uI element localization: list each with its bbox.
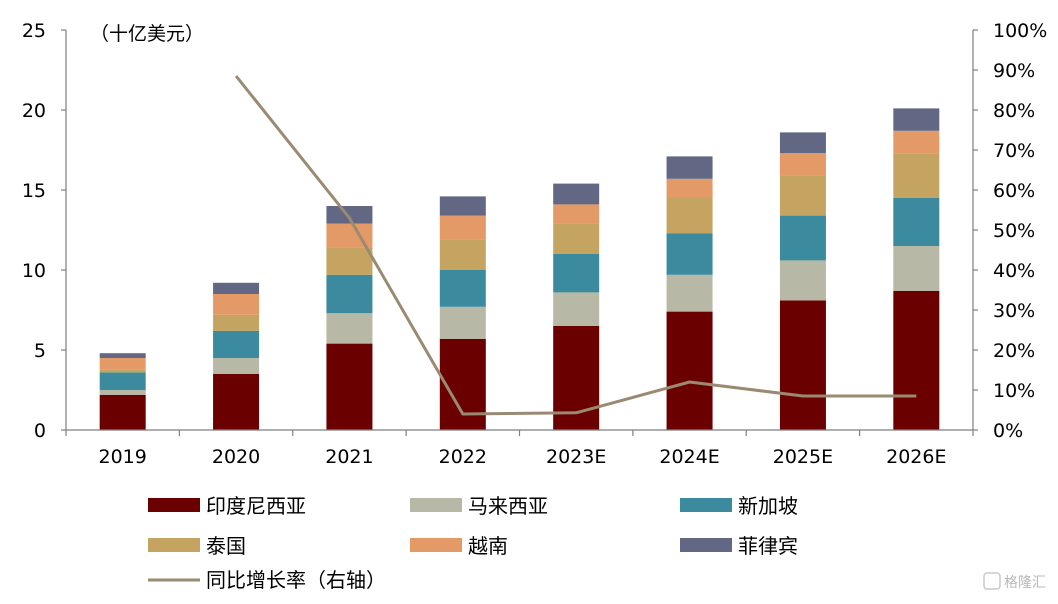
legend-swatch-0 bbox=[148, 498, 200, 512]
bar-segment-2019-4 bbox=[99, 358, 146, 370]
bar-segment-2022-1 bbox=[439, 306, 486, 339]
x-tick-label: 2023E bbox=[546, 446, 606, 468]
bar-segment-2026E-4 bbox=[893, 130, 940, 154]
growth-rate-line bbox=[234, 75, 917, 416]
legend-label-growth: 同比增长率（右轴） bbox=[206, 568, 386, 592]
bar-segment-2026E-1 bbox=[893, 246, 940, 291]
x-tick-label: 2020 bbox=[212, 446, 260, 468]
bar-segment-2019-0 bbox=[99, 394, 146, 430]
right-tick-label: 0% bbox=[993, 420, 1023, 442]
bar-segment-2020-4 bbox=[213, 294, 260, 315]
right-tick-label: 80% bbox=[993, 100, 1035, 122]
legend-swatch-2 bbox=[680, 498, 732, 512]
bar-segment-2025E-4 bbox=[779, 153, 826, 176]
left-tick-label: 5 bbox=[34, 340, 46, 362]
legend-label-2: 新加坡 bbox=[738, 494, 798, 518]
bar-segment-2023E-3 bbox=[553, 223, 600, 254]
bar-segment-2022-4 bbox=[439, 215, 486, 240]
bar-segment-2026E-0 bbox=[893, 290, 940, 430]
bar-segment-2020-2 bbox=[213, 330, 260, 358]
bar-segment-2022-3 bbox=[439, 239, 486, 270]
bar-segment-2026E-5 bbox=[893, 108, 940, 131]
legend-label-1: 马来西亚 bbox=[468, 494, 548, 518]
right-tick-label: 20% bbox=[993, 340, 1035, 362]
left-tick-label: 0 bbox=[34, 420, 46, 442]
unit-label: （十亿美元） bbox=[90, 23, 204, 45]
legend-label-0: 印度尼西亚 bbox=[206, 494, 306, 518]
bar-segment-2022-2 bbox=[439, 270, 486, 307]
bar-segment-2023E-2 bbox=[553, 254, 600, 293]
legend-swatch-5 bbox=[680, 538, 732, 552]
bar-segment-2024E-0 bbox=[666, 311, 713, 430]
bar-segment-2021-1 bbox=[326, 313, 373, 344]
right-tick-label: 10% bbox=[993, 380, 1035, 402]
left-tick-label: 20 bbox=[22, 100, 46, 122]
bar-segment-2019-1 bbox=[99, 390, 146, 395]
watermark-text: 格隆汇 bbox=[1004, 575, 1046, 591]
legend-swatch-1 bbox=[410, 498, 462, 512]
bar-segment-2026E-2 bbox=[893, 198, 940, 246]
watermark-logo-icon bbox=[983, 572, 1001, 590]
axes-layer bbox=[61, 29, 978, 436]
right-tick-label: 50% bbox=[993, 220, 1035, 242]
bar-segment-2020-3 bbox=[213, 314, 260, 331]
bar-segment-2020-5 bbox=[213, 282, 260, 294]
bar-segment-2019-3 bbox=[99, 369, 146, 373]
bar-segment-2020-1 bbox=[213, 358, 260, 374]
bar-segment-2019-5 bbox=[99, 353, 146, 358]
right-tick-label: 90% bbox=[993, 60, 1035, 82]
x-tick-label: 2024E bbox=[659, 446, 719, 468]
legend-swatch-3 bbox=[148, 538, 200, 552]
tick-labels-layer: 0 5 10 15 20 25 0% 10% 20% 30% 40% 50% 60% 70% 80% 90% 1… bbox=[22, 20, 1048, 468]
growth-line-layer bbox=[234, 75, 917, 416]
bar-segment-2024E-5 bbox=[666, 156, 713, 179]
bar-segment-2021-2 bbox=[326, 274, 373, 314]
right-tick-label: 60% bbox=[993, 180, 1035, 202]
bar-segment-2024E-4 bbox=[666, 178, 713, 198]
bar-segment-2025E-2 bbox=[779, 215, 826, 261]
bar-segment-2026E-3 bbox=[893, 153, 940, 198]
bar-segment-2019-2 bbox=[99, 372, 146, 390]
bar-segment-2025E-1 bbox=[779, 260, 826, 301]
bar-segment-2023E-1 bbox=[553, 292, 600, 326]
bar-segment-2025E-3 bbox=[779, 175, 826, 216]
legend-swatch-4 bbox=[410, 538, 462, 552]
bars-layer bbox=[99, 108, 940, 430]
right-tick-label: 70% bbox=[993, 140, 1035, 162]
left-tick-label: 10 bbox=[22, 260, 46, 282]
bar-segment-2025E-0 bbox=[779, 300, 826, 430]
legend-label-5: 菲律宾 bbox=[738, 534, 798, 558]
bar-segment-2024E-1 bbox=[666, 274, 713, 312]
bar-segment-2021-5 bbox=[326, 206, 373, 224]
left-tick-label: 25 bbox=[22, 20, 46, 42]
left-tick-label: 15 bbox=[22, 180, 46, 202]
right-tick-label: 40% bbox=[993, 260, 1035, 282]
watermark: 格隆汇 bbox=[983, 572, 1046, 591]
x-tick-label: 2022 bbox=[439, 446, 487, 468]
x-tick-label: 2025E bbox=[773, 446, 833, 468]
bar-segment-2020-0 bbox=[213, 374, 260, 430]
bar-segment-2021-3 bbox=[326, 247, 373, 275]
bar-segment-2021-0 bbox=[326, 343, 373, 430]
bar-segment-2024E-2 bbox=[666, 233, 713, 275]
bar-segment-2022-5 bbox=[439, 196, 486, 216]
bar-segment-2023E-4 bbox=[553, 204, 600, 224]
bar-segment-2024E-3 bbox=[666, 198, 713, 234]
bar-segment-2023E-5 bbox=[553, 183, 600, 205]
legend-label-3: 泰国 bbox=[206, 534, 246, 558]
right-tick-label: 100% bbox=[993, 20, 1047, 42]
right-tick-label: 30% bbox=[993, 300, 1035, 322]
x-tick-label: 2026E bbox=[886, 446, 946, 468]
bar-segment-2025E-5 bbox=[779, 132, 826, 154]
x-tick-label: 2021 bbox=[325, 446, 373, 468]
x-tick-label: 2019 bbox=[99, 446, 147, 468]
legend-label-4: 越南 bbox=[468, 534, 508, 558]
